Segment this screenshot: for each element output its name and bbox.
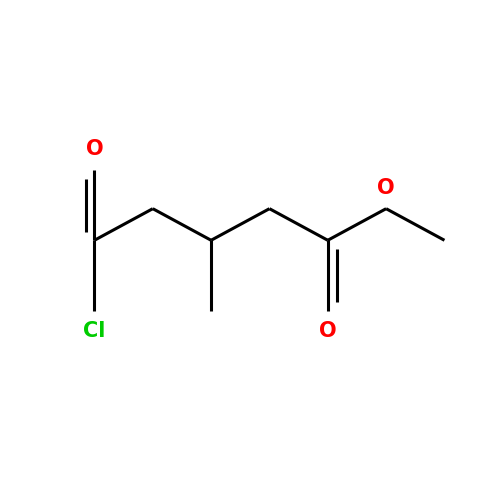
Text: Cl: Cl (84, 322, 106, 342)
Text: O: O (319, 322, 336, 342)
Text: O: O (378, 178, 395, 198)
Text: O: O (86, 139, 103, 159)
